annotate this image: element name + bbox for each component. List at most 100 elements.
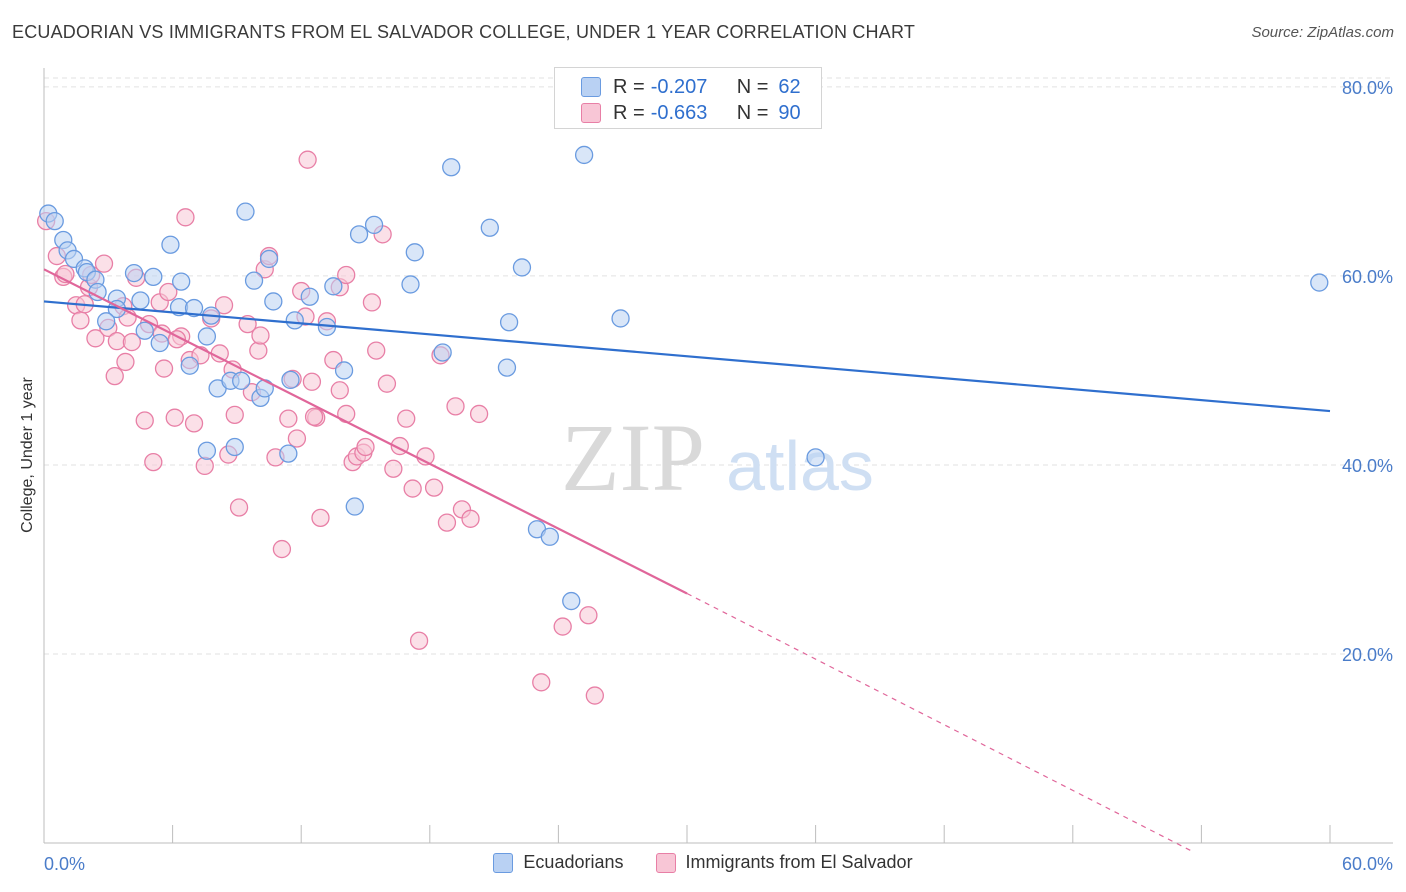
point-el-salvador — [298, 150, 317, 169]
point-ecuadorian — [442, 158, 461, 177]
point-el-salvador — [469, 404, 489, 424]
grid-lines — [44, 77, 1393, 655]
point-ecuadorian — [562, 591, 581, 611]
y-tick-label: 40.0% — [1342, 456, 1393, 476]
point-el-salvador — [446, 397, 465, 416]
point-ecuadorian — [232, 371, 251, 390]
point-ecuadorian — [401, 275, 420, 294]
watermark-atlas: atlas — [726, 427, 874, 505]
point-el-salvador — [302, 372, 322, 391]
point-ecuadorian — [150, 333, 169, 353]
point-ecuadorian — [124, 263, 144, 283]
point-el-salvador — [249, 341, 268, 360]
chart-title: ECUADORIAN VS IMMIGRANTS FROM EL SALVADO… — [12, 22, 916, 42]
point-el-salvador — [585, 686, 604, 705]
point-ecuadorian — [184, 298, 204, 318]
point-el-salvador — [287, 429, 307, 448]
point-ecuadorian — [88, 282, 107, 302]
point-el-salvador — [553, 617, 572, 636]
point-ecuadorian — [433, 343, 452, 362]
trendline-el-salvador — [43, 268, 688, 595]
x-tick-label: 60.0% — [1342, 854, 1393, 874]
stats-swatch-blue — [581, 77, 601, 97]
source-label: Source: ZipAtlas.com — [1251, 24, 1394, 41]
point-el-salvador — [437, 513, 457, 532]
legend-swatch-pink — [655, 852, 676, 873]
point-ecuadorian — [281, 370, 300, 390]
point-el-salvador — [362, 293, 382, 312]
point-ecuadorian — [172, 272, 191, 291]
point-el-salvador — [397, 409, 416, 428]
point-ecuadorian — [279, 444, 298, 463]
point-el-salvador — [229, 498, 249, 517]
n-label: N = — [736, 101, 769, 124]
axes — [43, 68, 1393, 844]
point-ecuadorian — [244, 271, 264, 290]
point-el-salvador — [279, 409, 298, 428]
legend: Ecuadorians Immigrants from El Salvador — [0, 852, 1406, 873]
point-ecuadorian — [324, 277, 343, 296]
stats-row-ecuadorians: R = -0.207 N = 62 — [581, 75, 801, 99]
point-ecuadorian — [806, 448, 825, 467]
point-ecuadorian — [161, 235, 180, 254]
y-tick-label: 80.0% — [1342, 78, 1393, 98]
point-ecuadorian — [300, 287, 319, 306]
stats-row-el-salvador: R = -0.663 N = 90 — [581, 101, 801, 125]
point-el-salvador — [144, 452, 163, 472]
point-ecuadorian — [45, 211, 64, 231]
point-el-salvador — [195, 456, 214, 476]
trendline-ecuadorians — [43, 300, 1331, 413]
trendline-el-salvador-extension — [686, 592, 1191, 852]
watermark: ZIP atlas — [561, 404, 874, 511]
point-el-salvador — [184, 414, 204, 433]
point-el-salvador — [165, 408, 184, 427]
point-el-salvador — [272, 539, 292, 559]
n-label: N = — [736, 75, 769, 98]
point-ecuadorian — [197, 441, 217, 460]
point-el-salvador — [86, 329, 105, 348]
point-el-salvador — [461, 509, 480, 528]
point-ecuadorian — [334, 361, 354, 380]
y-tick-label: 20.0% — [1342, 645, 1393, 665]
legend-label: Immigrants from El Salvador — [685, 852, 913, 872]
point-ecuadorian — [131, 291, 150, 310]
point-el-salvador — [330, 381, 349, 400]
point-el-salvador — [135, 411, 154, 430]
x-tick-label: 0.0% — [44, 854, 85, 874]
point-ecuadorian — [236, 202, 255, 221]
point-ecuadorian — [264, 292, 283, 311]
tick-labels: 20.0% 40.0% 60.0% 80.0% 0.0% 60.0% — [44, 78, 1393, 874]
point-el-salvador — [176, 208, 195, 227]
series-ecuadorians — [39, 145, 1329, 611]
point-el-salvador — [116, 352, 135, 372]
point-el-salvador — [94, 254, 114, 273]
legend-item-el-salvador[interactable]: Immigrants from El Salvador — [655, 852, 913, 873]
point-el-salvador — [424, 478, 444, 497]
point-el-salvador — [532, 673, 551, 692]
n-value: 62 — [778, 75, 801, 98]
point-el-salvador — [154, 359, 174, 378]
series-immigrants-el-salvador — [36, 150, 604, 705]
point-el-salvador — [337, 265, 356, 285]
point-ecuadorian — [349, 225, 369, 244]
r-value: -0.663 — [650, 101, 708, 124]
legend-label: Ecuadorians — [523, 852, 624, 872]
point-ecuadorian — [405, 243, 424, 262]
watermark-zip: ZIP — [561, 404, 705, 511]
point-ecuadorian — [225, 437, 244, 457]
legend-item-ecuadorians[interactable]: Ecuadorians — [493, 852, 624, 873]
point-ecuadorian — [499, 313, 519, 332]
point-el-salvador — [579, 606, 598, 625]
point-el-salvador — [71, 311, 90, 330]
point-ecuadorian — [480, 218, 499, 237]
r-value: -0.207 — [650, 75, 708, 98]
trendlines — [43, 268, 1331, 852]
point-el-salvador — [159, 282, 178, 302]
point-el-salvador — [377, 374, 397, 393]
point-ecuadorian — [1310, 273, 1329, 292]
stats-box: R = -0.207 N = 62 R = -0.663 N = 90 — [554, 67, 822, 129]
y-tick-label: 60.0% — [1342, 267, 1393, 287]
point-el-salvador — [214, 296, 234, 315]
point-ecuadorian — [611, 309, 630, 328]
